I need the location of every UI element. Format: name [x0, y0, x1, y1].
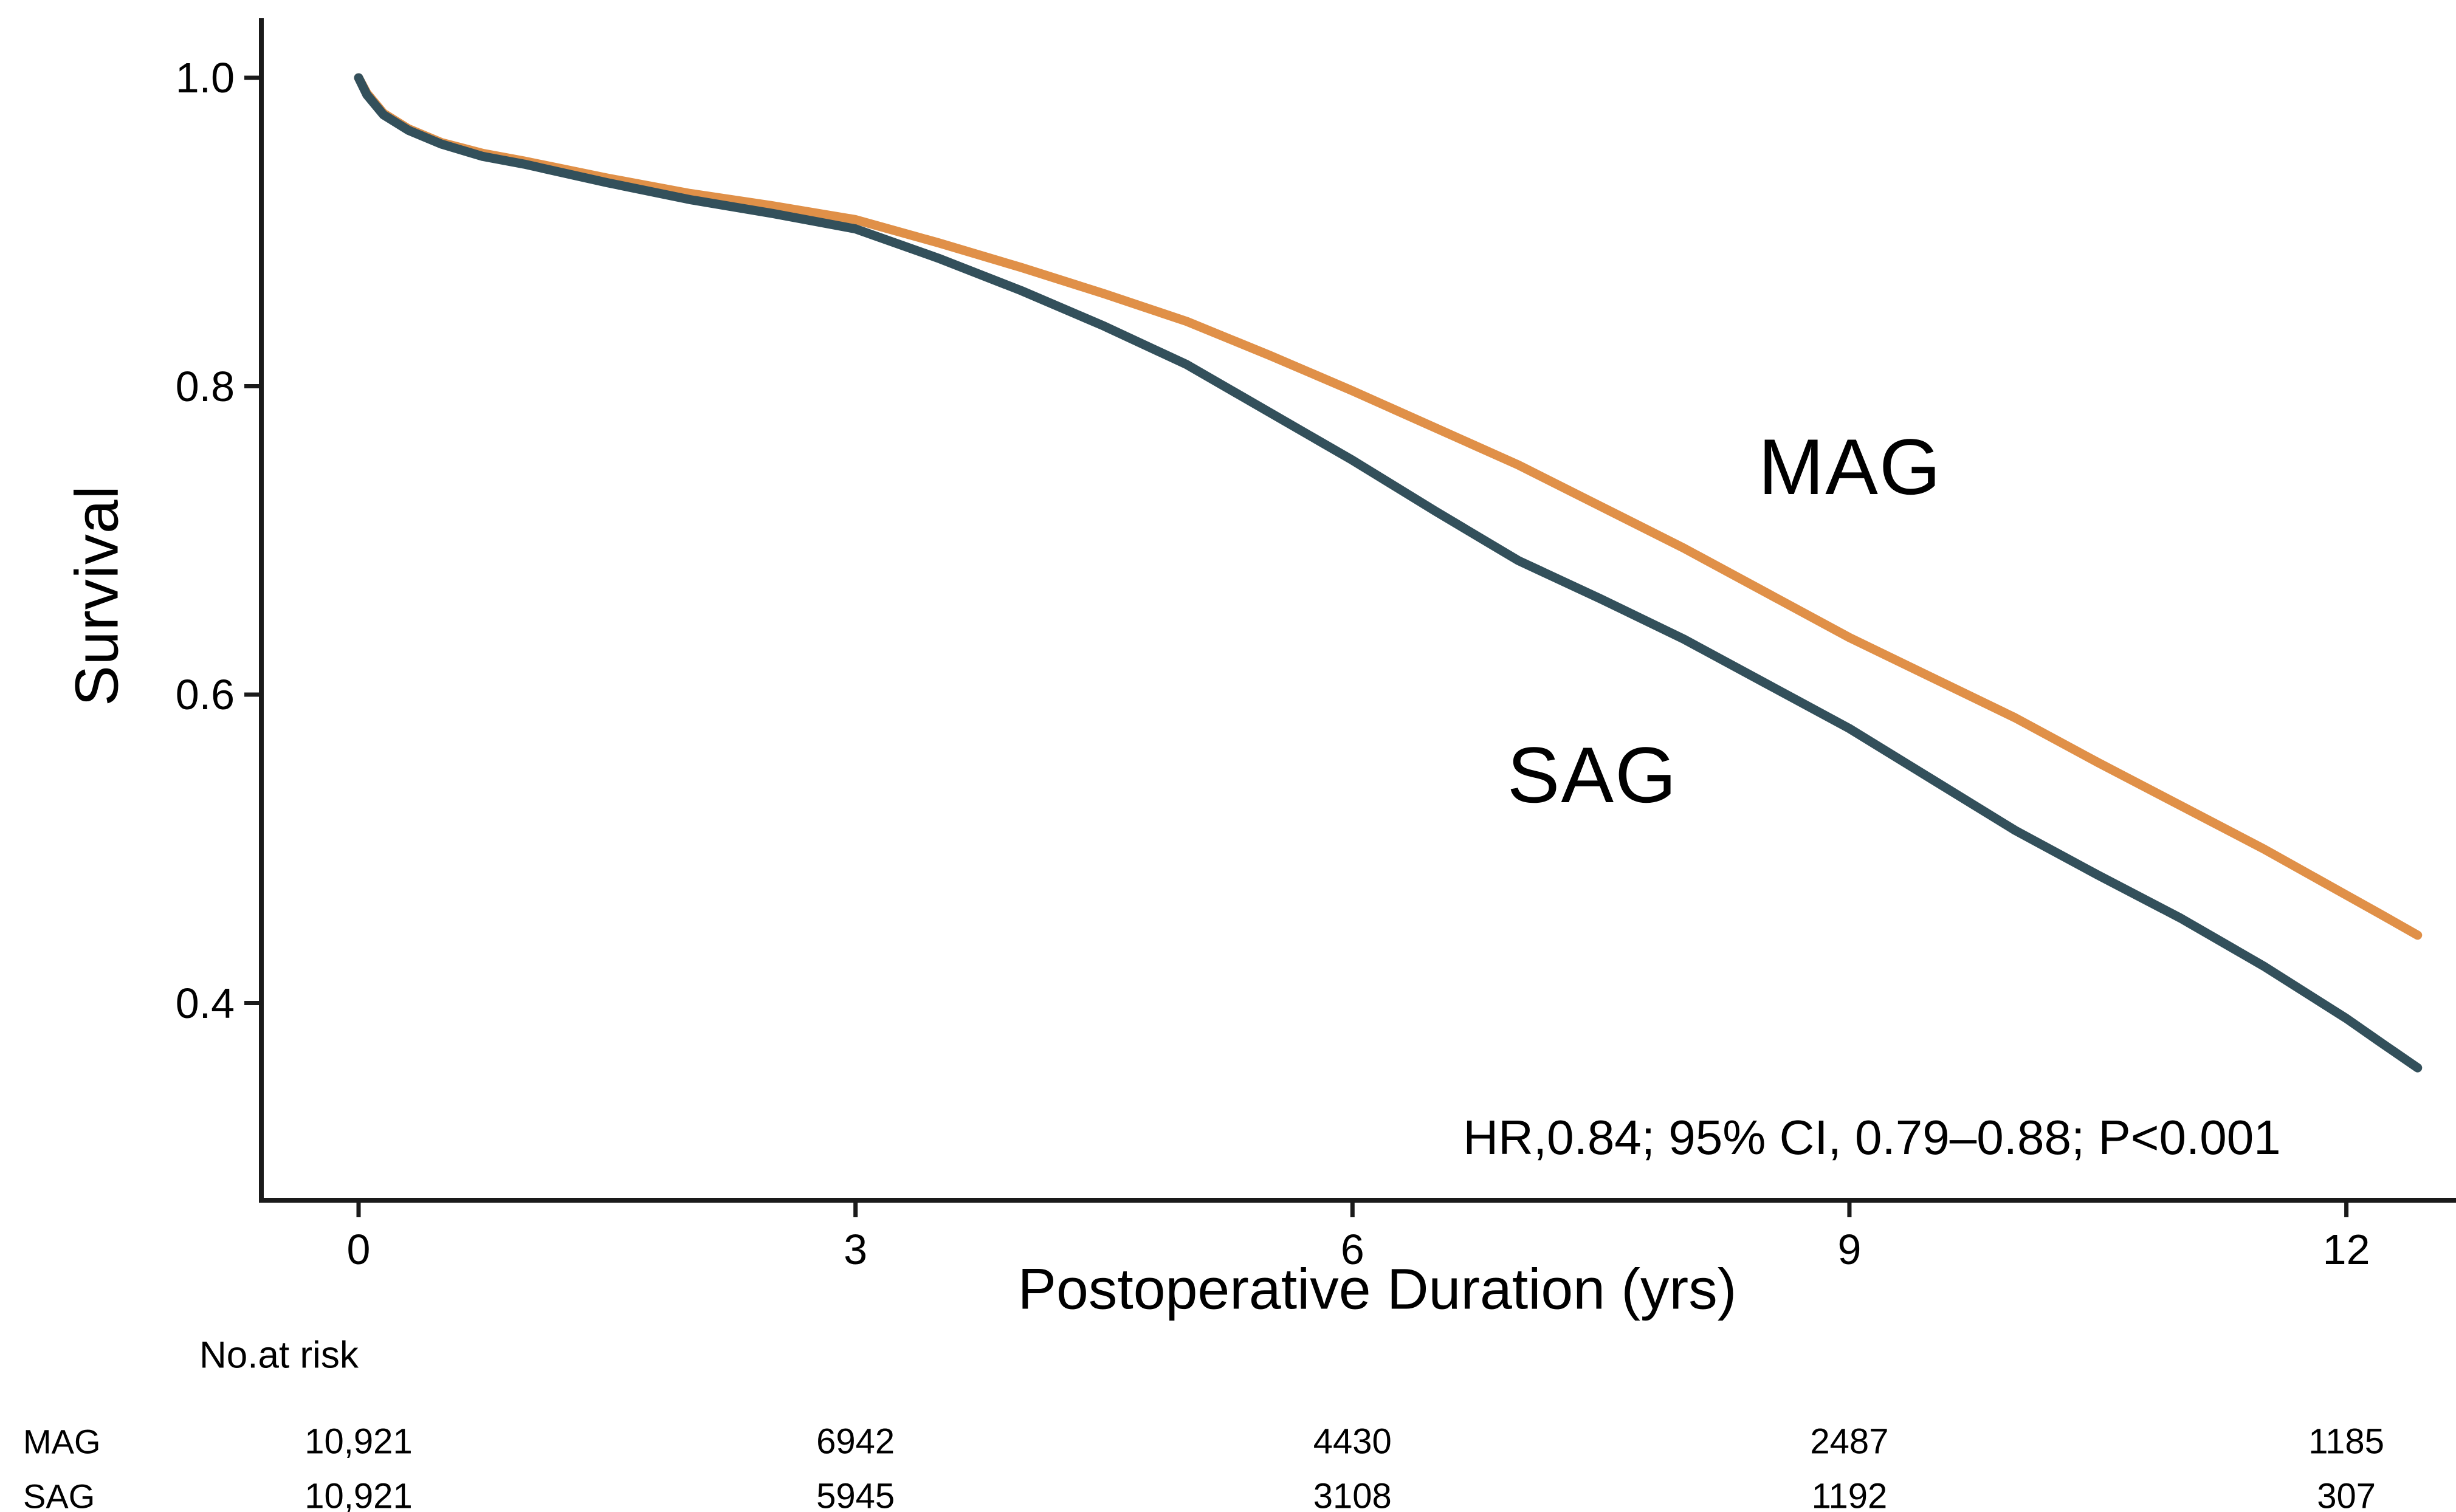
y-tick-label: 0.4 — [175, 979, 235, 1027]
series-label-sag: SAG — [1507, 730, 1678, 819]
x-tick-label: 12 — [2322, 1226, 2370, 1273]
y-tick-label: 0.8 — [175, 362, 235, 410]
risk-row-label-mag: MAG — [23, 1422, 101, 1461]
x-tick-label: 9 — [1837, 1226, 1862, 1273]
risk-cell-mag-t12: 1185 — [2308, 1421, 2384, 1462]
y-tick-label: 0.6 — [175, 671, 235, 718]
risk-table-header: No.at risk — [199, 1334, 359, 1376]
risk-cell-sag-t3: 5945 — [816, 1476, 895, 1512]
risk-cell-sag-t6: 3108 — [1313, 1476, 1392, 1512]
survival-curve-sag — [354, 73, 2423, 1073]
x-tick-label: 3 — [844, 1226, 868, 1273]
risk-cell-mag-t6: 4430 — [1313, 1421, 1392, 1462]
risk-cell-sag-t12: 307 — [2317, 1476, 2376, 1512]
y-tick-label: 1.0 — [175, 54, 235, 101]
series-label-mag: MAG — [1758, 422, 1942, 511]
risk-cell-mag-t3: 6942 — [816, 1421, 895, 1462]
survival-curve-mag — [354, 73, 2423, 940]
x-axis-title: Postoperative Duration (yrs) — [1017, 1257, 1737, 1322]
risk-cell-mag-t0: 10,921 — [304, 1421, 413, 1462]
risk-row-label-sag: SAG — [23, 1477, 95, 1512]
x-tick-label: 0 — [346, 1226, 371, 1273]
risk-cell-sag-t9: 1192 — [1811, 1476, 1888, 1512]
risk-cell-mag-t9: 2487 — [1810, 1421, 1889, 1462]
x-tick-label: 6 — [1340, 1226, 1364, 1273]
risk-cell-sag-t0: 10,921 — [304, 1476, 413, 1512]
hazard-ratio-annotation: HR,0.84; 95% CI, 0.79–0.88; P<0.001 — [1463, 1110, 2281, 1164]
